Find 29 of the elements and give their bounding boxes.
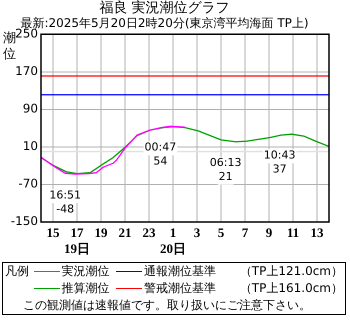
chart-title: 福良 実況潮位グラフ <box>99 0 230 16</box>
x-tick-label: 17 19日 <box>64 225 90 256</box>
legend-label: 推算潮位 <box>60 280 111 297</box>
x-tick-label: 1 20日 <box>160 225 186 256</box>
annotation: 06:13 21 <box>210 156 242 184</box>
x-tick-label: 9 <box>266 225 273 240</box>
legend-label: 通報潮位基準 （TP上121.0cm） <box>142 263 343 280</box>
y-tick-label: 10 <box>22 139 38 154</box>
annotation: 00:47 54 <box>144 140 176 168</box>
text: この観測値は速報値です。取り扱いにご注意下さい。 <box>22 297 312 314</box>
x-tick-label: 5 <box>218 225 225 240</box>
x-tick-label: 19 <box>94 225 108 240</box>
y-tick-label: -150 <box>10 214 38 228</box>
x-tick-label: 11 <box>286 225 300 240</box>
x-tick-label: 13 <box>310 225 324 240</box>
legend-label: 警戒潮位基準 （TP上161.0cm） <box>142 280 343 297</box>
annotation: 16:51 -48 <box>49 188 82 216</box>
y-tick-label: 170 <box>15 64 38 78</box>
legend-title: 凡例 <box>5 263 30 280</box>
legend-label: 実況潮位 <box>60 263 111 280</box>
annotation: 10:43 37 <box>264 148 296 176</box>
y-tick-label: 90 <box>22 101 38 116</box>
x-tick-label: 3 <box>194 225 201 240</box>
y-tick-label: -70 <box>18 176 38 191</box>
x-tick-label: 21 <box>118 225 132 240</box>
x-tick-label: 15 <box>46 225 60 240</box>
y-axis-title: 潮位 <box>3 31 16 62</box>
x-tick-label: 23 <box>142 225 156 240</box>
x-tick-label: 7 <box>242 225 249 240</box>
